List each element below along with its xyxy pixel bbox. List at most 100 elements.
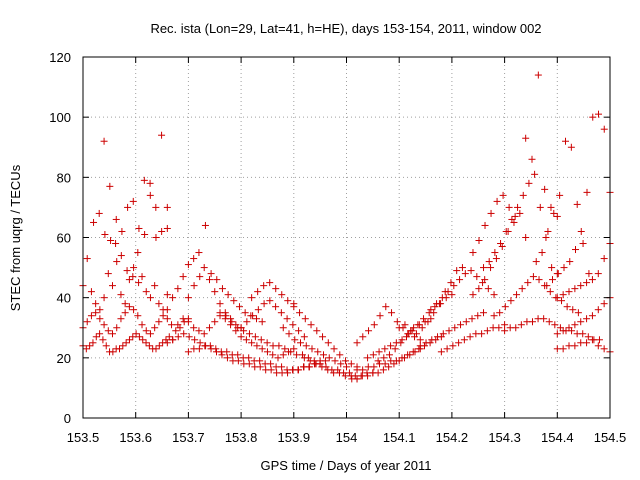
data-point xyxy=(490,291,498,299)
data-point xyxy=(485,258,493,266)
data-point xyxy=(487,209,495,217)
data-point xyxy=(313,327,321,335)
data-point xyxy=(544,227,552,235)
data-point xyxy=(256,363,264,371)
data-point xyxy=(134,249,142,257)
data-point xyxy=(125,303,133,311)
data-point xyxy=(531,170,539,178)
data-point xyxy=(359,333,367,341)
data-point xyxy=(296,309,304,317)
data-point xyxy=(251,333,259,341)
data-point xyxy=(343,363,350,371)
data-point xyxy=(294,366,302,374)
data-point xyxy=(291,336,299,344)
data-point xyxy=(534,71,542,79)
data-point xyxy=(212,345,220,353)
data-point xyxy=(190,324,198,332)
data-point xyxy=(266,279,274,287)
data-point xyxy=(306,357,314,365)
data-point xyxy=(565,342,573,350)
data-point xyxy=(359,366,367,374)
data-point xyxy=(222,312,230,320)
data-point xyxy=(96,315,104,323)
data-point xyxy=(245,360,253,368)
data-point xyxy=(424,318,432,326)
data-point xyxy=(158,131,166,139)
data-point xyxy=(551,321,559,329)
data-point xyxy=(132,330,140,338)
x-tick-labels: 153.5 153.6 153.7 153.8 153.9 154 154.1 154.2 15… xyxy=(67,430,627,445)
data-point xyxy=(279,324,287,332)
data-point xyxy=(248,294,256,302)
data-point xyxy=(163,339,171,347)
data-point xyxy=(541,185,549,193)
data-point xyxy=(258,345,266,353)
data-point xyxy=(142,327,150,335)
data-point xyxy=(163,306,171,314)
data-point xyxy=(444,288,452,296)
data-point xyxy=(588,276,596,284)
data-point xyxy=(453,267,461,275)
data-point xyxy=(119,342,127,350)
data-point xyxy=(278,363,286,371)
data-point xyxy=(594,306,602,314)
data-point xyxy=(490,312,498,320)
data-point xyxy=(158,227,166,235)
data-point xyxy=(567,143,575,151)
data-point xyxy=(345,369,353,377)
data-point xyxy=(83,255,91,263)
data-point xyxy=(569,306,577,314)
data-point xyxy=(163,224,171,232)
data-point xyxy=(235,303,243,311)
data-point xyxy=(511,212,519,220)
data-point xyxy=(249,312,257,320)
data-point xyxy=(290,345,298,353)
data-point xyxy=(109,330,117,338)
data-point xyxy=(519,191,527,199)
data-point xyxy=(341,372,349,380)
data-point xyxy=(109,282,117,290)
data-point xyxy=(117,252,125,260)
data-point xyxy=(411,333,419,341)
data-point xyxy=(443,345,451,353)
data-point xyxy=(169,336,177,344)
data-point xyxy=(398,336,406,344)
data-point xyxy=(112,240,120,248)
data-point xyxy=(83,318,91,326)
data-point xyxy=(573,200,581,208)
data-point xyxy=(600,125,608,133)
data-point xyxy=(501,327,509,335)
data-point xyxy=(340,369,348,377)
data-point xyxy=(179,315,187,323)
data-point xyxy=(439,330,447,338)
data-point xyxy=(577,282,585,290)
data-point xyxy=(456,276,464,284)
data-point xyxy=(409,348,417,356)
data-point xyxy=(431,303,439,311)
data-point xyxy=(269,351,277,359)
data-point xyxy=(522,134,530,142)
data-point xyxy=(121,300,129,308)
data-point xyxy=(407,327,415,335)
data-point xyxy=(478,330,486,338)
data-point xyxy=(125,276,133,284)
data-point xyxy=(121,309,129,317)
data-point xyxy=(385,351,393,359)
data-point xyxy=(245,354,253,362)
data-point xyxy=(387,342,395,350)
data-point xyxy=(129,333,137,341)
data-point xyxy=(336,351,344,359)
data-point xyxy=(559,327,567,335)
data-point xyxy=(330,345,338,353)
data-point xyxy=(595,336,603,344)
data-point xyxy=(579,330,587,338)
data-point xyxy=(554,270,562,278)
data-point xyxy=(254,306,262,314)
data-point xyxy=(460,336,468,344)
data-point xyxy=(508,215,516,223)
data-point xyxy=(369,351,377,359)
data-point xyxy=(184,261,192,269)
x-tick-label: 154.1 xyxy=(383,430,416,445)
data-point xyxy=(382,303,390,311)
data-point xyxy=(248,339,256,347)
